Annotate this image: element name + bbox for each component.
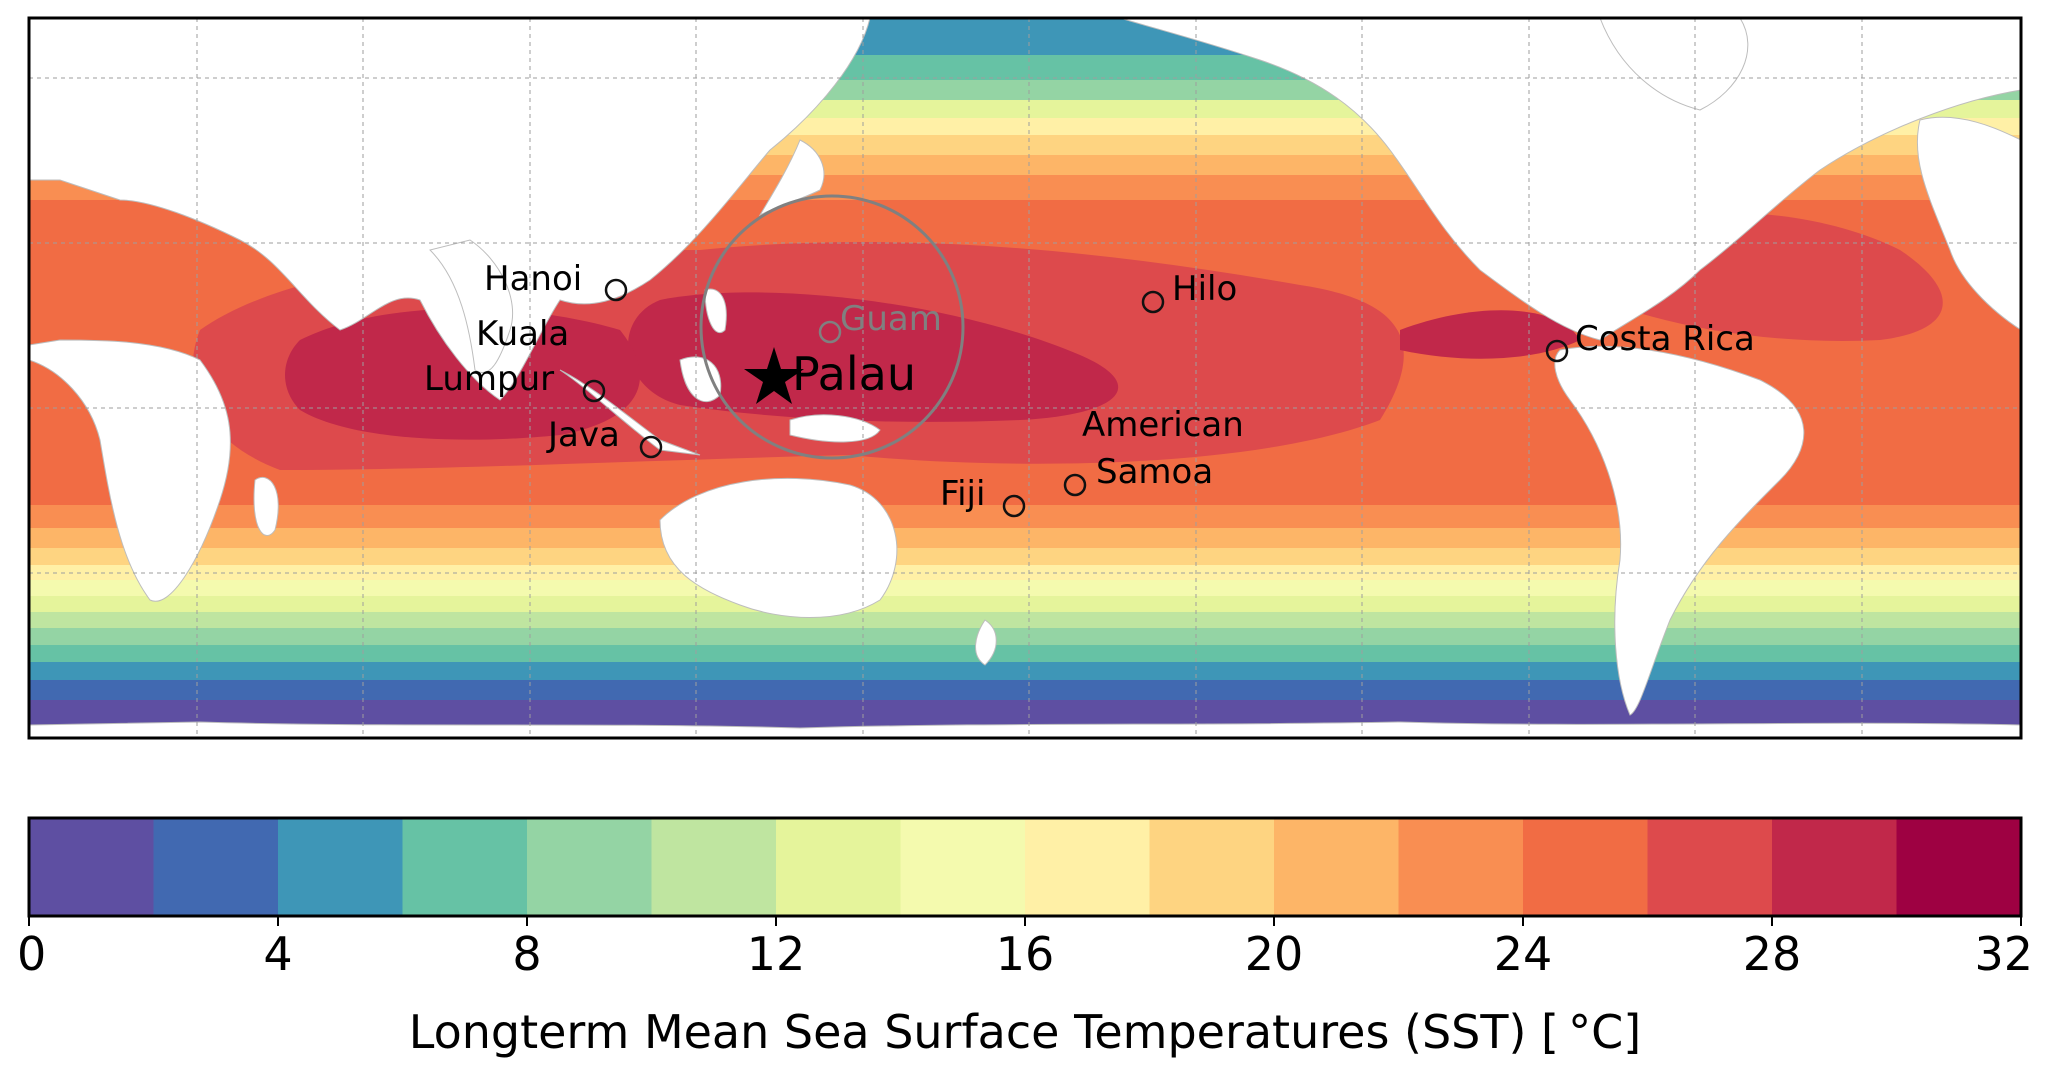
- hanoi-marker: [604, 278, 628, 302]
- colorbar-tick-label-32: 32: [1974, 927, 2033, 981]
- location-labels: Hanoi Kuala Lumpur Java Guam Palau Hilo …: [424, 259, 1755, 514]
- land-greenland: [1599, 18, 1749, 111]
- colorbar-bin-12-14: [776, 818, 902, 916]
- colorbar: [29, 818, 2022, 916]
- colorbar-bin-6-8: [402, 818, 528, 916]
- colorbar-ticks: 0 4 8 12 16 20 24 28 32: [17, 916, 2033, 981]
- label-guam: Guam: [840, 299, 942, 339]
- sst-band-6-8-south: [29, 645, 2021, 662]
- colorbar-bin-20-22: [1274, 818, 1400, 916]
- colorbar-bin-16-18: [1025, 818, 1151, 916]
- colorbar-tick-label-12: 12: [747, 927, 806, 981]
- label-palau: Palau: [792, 347, 916, 401]
- sst-band-8-10-south: [29, 628, 2021, 645]
- label-java: Java: [546, 415, 620, 455]
- land-philippines: [704, 288, 727, 333]
- gridlines: [29, 18, 2021, 738]
- land-antarctica: [29, 721, 2021, 738]
- sst-band-2-4-south: [29, 680, 2021, 700]
- guam-marker: [818, 320, 842, 344]
- costa-rica-marker: [1545, 339, 1569, 363]
- hilo-marker: [1141, 290, 1165, 314]
- colorbar-bin-26-28: [1647, 818, 1773, 916]
- land-australia: [659, 477, 898, 618]
- map-frame: [27, 16, 2023, 740]
- label-samoa: Samoa: [1096, 452, 1213, 492]
- land-north-america: [1119, 18, 2021, 341]
- map-panel: Hanoi Kuala Lumpur Java Guam Palau Hilo …: [29, 18, 2021, 738]
- sst-warm-28-30-east-pacific: [1400, 310, 1580, 359]
- colorbar-bin-8-10: [527, 818, 653, 916]
- colorbar-bin-30-32: [1896, 818, 2022, 916]
- land-south-america: [1554, 345, 1805, 716]
- palau-highlight-ring: [699, 194, 965, 460]
- label-american: American: [1082, 405, 1244, 445]
- java-marker: [639, 435, 663, 459]
- land-europe-west-africa: [1916, 116, 2021, 331]
- label-fiji: Fiji: [940, 474, 985, 514]
- land-new-zealand: [975, 619, 997, 666]
- sst-band-22-24-south: [29, 505, 2021, 528]
- colorbar-tick-label-16: 16: [996, 927, 1055, 981]
- land-africa: [29, 339, 231, 602]
- colorbar-bin-14-16: [900, 818, 1026, 916]
- land-masses: [29, 18, 2021, 738]
- colorbar-bin-18-20: [1149, 818, 1275, 916]
- label-costa-rica: Costa Rica: [1575, 319, 1755, 359]
- sst-warm-28-30-indian: [285, 308, 640, 440]
- colorbar-bin-4-6: [278, 818, 404, 916]
- colorbar-bin-10-12: [651, 818, 777, 916]
- label-hilo: Hilo: [1172, 269, 1237, 309]
- colorbar-bin-28-30: [1772, 818, 1898, 916]
- colorbar-tick-label-8: 8: [512, 927, 541, 981]
- colorbar-tick-label-20: 20: [1245, 927, 1304, 981]
- samoa-marker: [1063, 473, 1087, 497]
- colorbar-bin-24-26: [1523, 818, 1649, 916]
- colorbar-label: Longterm Mean Sea Surface Temperatures (…: [409, 1005, 1642, 1059]
- label-lumpur: Lumpur: [424, 359, 554, 399]
- colorbar-tick-label-24: 24: [1494, 927, 1553, 981]
- location-markers: [582, 278, 1569, 518]
- colorbar-tick-label-4: 4: [263, 927, 292, 981]
- sst-band-14-16-south: [29, 580, 2021, 596]
- sst-band-4-6-south: [29, 662, 2021, 680]
- colorbar-tick-label-0: 0: [17, 927, 46, 981]
- sst-band-10-12-south: [29, 612, 2021, 628]
- land-new-guinea: [789, 414, 881, 443]
- lumpur-marker: [582, 379, 606, 403]
- land-asia: [29, 18, 871, 401]
- palau-star-icon: [744, 347, 804, 404]
- fiji-marker: [1002, 494, 1026, 518]
- sst-warm-28-30-pacific: [627, 292, 1119, 422]
- colorbar-bin-0-2: [29, 818, 155, 916]
- colorbar-tick-label-28: 28: [1743, 927, 1802, 981]
- label-kuala: Kuala: [476, 314, 569, 354]
- label-hanoi: Hanoi: [484, 259, 582, 299]
- colorbar-bin-2-4: [153, 818, 279, 916]
- land-india-peninsula: [429, 239, 514, 373]
- sst-band-12-14-south: [29, 596, 2021, 612]
- land-sumatra-java: [559, 369, 701, 456]
- colorbar-bin-22-24: [1398, 818, 1524, 916]
- sst-band-20-22-south: [29, 528, 2021, 548]
- sst-band-18-20-south: [29, 548, 2021, 565]
- land-madagascar: [253, 477, 279, 536]
